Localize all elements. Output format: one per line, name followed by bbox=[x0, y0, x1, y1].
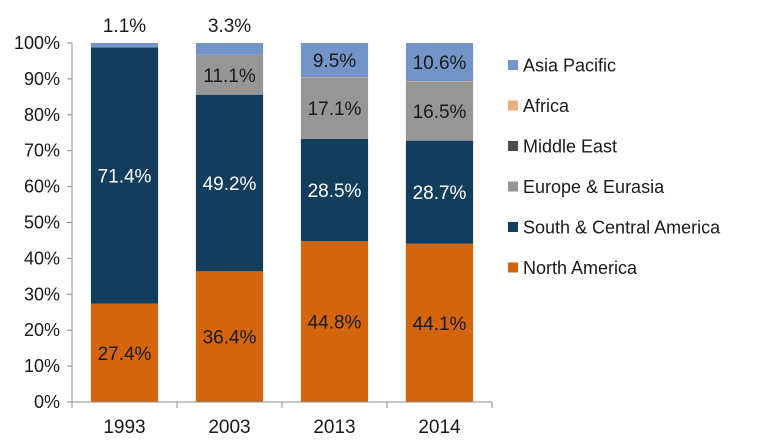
legend-label: Asia Pacific bbox=[523, 56, 616, 76]
data-label: 28.5% bbox=[308, 181, 362, 202]
legend-swatch bbox=[508, 262, 518, 273]
legend-swatch bbox=[508, 100, 518, 111]
y-tick-label: 10% bbox=[24, 356, 60, 376]
bar-segment bbox=[90, 303, 159, 402]
bar-segment bbox=[90, 43, 159, 47]
data-label: 3.3% bbox=[208, 16, 251, 37]
legend-label: Middle East bbox=[523, 137, 617, 157]
data-label: 28.7% bbox=[413, 183, 467, 204]
bar-segment bbox=[405, 81, 474, 141]
y-tick-label: 90% bbox=[24, 69, 60, 89]
legend-swatch bbox=[508, 60, 518, 70]
x-category-label: 2013 bbox=[313, 417, 355, 438]
x-category-label: 2014 bbox=[418, 417, 461, 438]
bar-segment bbox=[195, 94, 264, 272]
bar-segment bbox=[405, 243, 474, 402]
data-label: 17.1% bbox=[308, 99, 362, 120]
data-label: 36.4% bbox=[203, 328, 257, 349]
y-tick-label: 20% bbox=[24, 320, 60, 340]
y-tick-label: 50% bbox=[24, 213, 60, 233]
y-tick-label: 0% bbox=[34, 392, 60, 412]
data-label: 27.4% bbox=[98, 344, 152, 365]
data-label: 10.6% bbox=[413, 53, 467, 74]
legend-label: South & Central America bbox=[523, 218, 721, 238]
y-tick-label: 40% bbox=[24, 248, 60, 268]
legend-label: Europe & Eurasia bbox=[523, 177, 665, 197]
bar-segment bbox=[195, 54, 264, 95]
legend-swatch bbox=[508, 181, 518, 192]
data-label: 11.1% bbox=[203, 66, 256, 87]
y-tick-label: 70% bbox=[24, 141, 60, 161]
y-tick-label: 100% bbox=[14, 33, 60, 53]
data-label: 9.5% bbox=[313, 51, 356, 72]
bar-segment bbox=[300, 138, 369, 242]
y-tick-label: 80% bbox=[24, 105, 60, 125]
legend-label: North America bbox=[523, 258, 638, 278]
x-category-label: 1993 bbox=[103, 417, 145, 438]
legend-swatch bbox=[508, 141, 518, 151]
data-label: 71.4% bbox=[98, 166, 152, 187]
bar-segment bbox=[300, 241, 369, 402]
data-label: 44.8% bbox=[308, 313, 362, 334]
bar-segment bbox=[405, 43, 474, 82]
bar-segment bbox=[195, 43, 264, 55]
data-label: 49.2% bbox=[203, 174, 257, 195]
y-tick-label: 30% bbox=[24, 284, 60, 304]
bar-segment bbox=[405, 140, 474, 244]
data-label: 44.1% bbox=[413, 314, 467, 335]
data-label: 1.1% bbox=[103, 16, 146, 37]
bar-segment bbox=[90, 47, 159, 304]
x-category-label: 2003 bbox=[208, 417, 250, 438]
bar-segment bbox=[300, 43, 369, 78]
bar-segment bbox=[195, 271, 264, 402]
legend-label: Africa bbox=[523, 96, 570, 116]
data-label: 16.5% bbox=[413, 102, 467, 123]
legend-swatch bbox=[508, 222, 518, 232]
bar-segment bbox=[300, 77, 369, 139]
y-tick-label: 60% bbox=[24, 177, 60, 197]
